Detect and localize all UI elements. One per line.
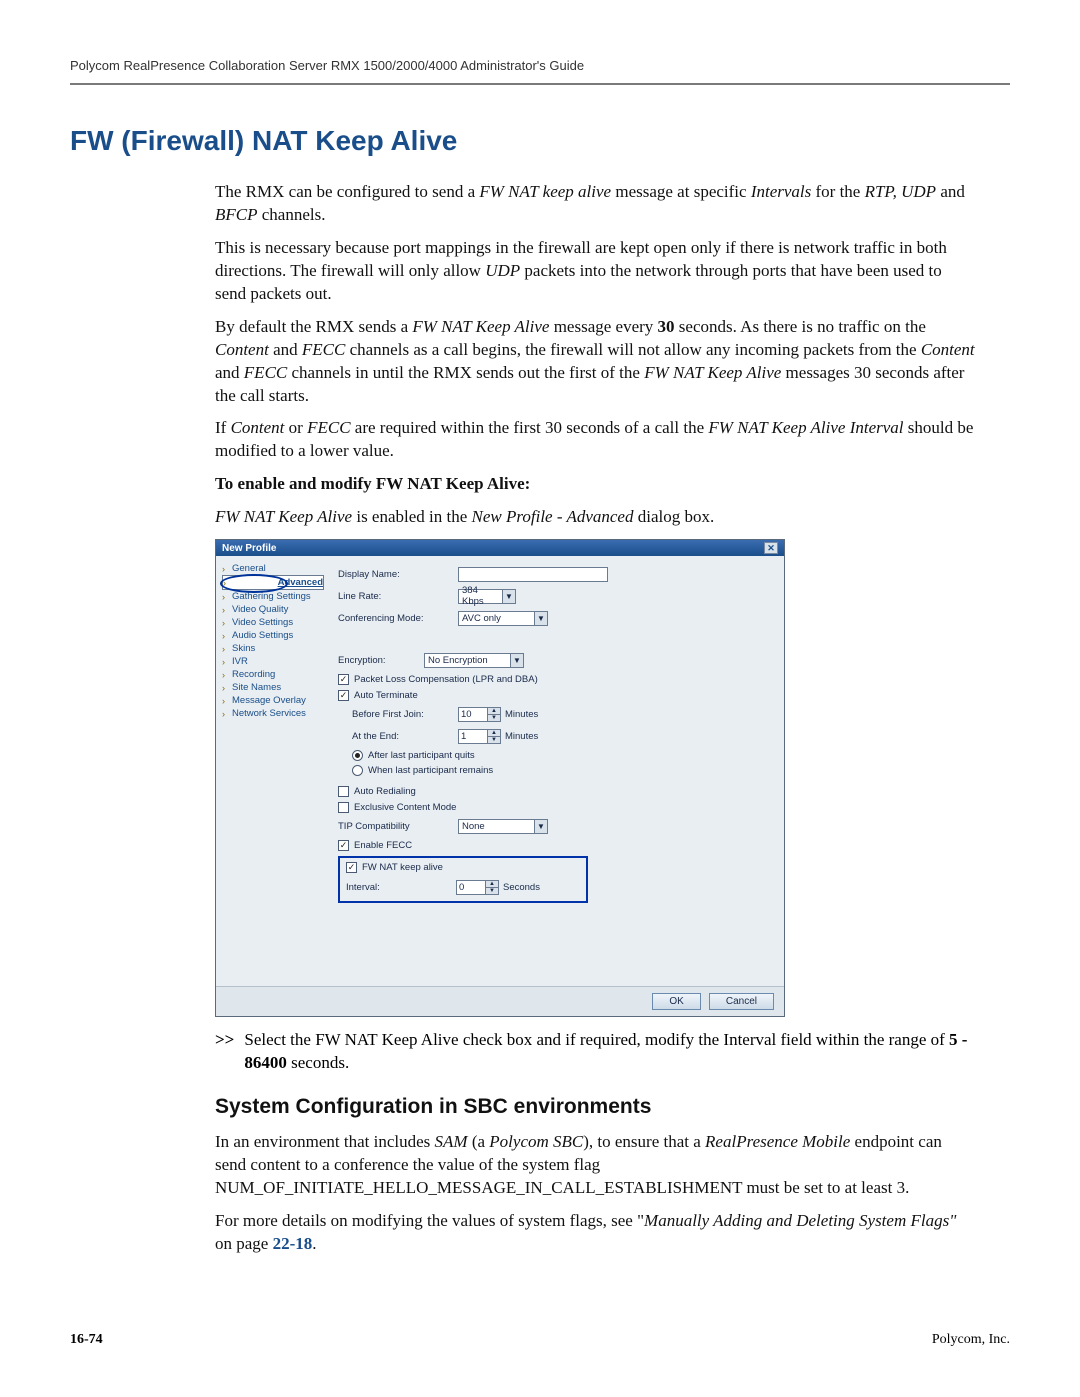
footer-company: Polycom, Inc. bbox=[932, 1332, 1010, 1348]
checkbox-fw-nat[interactable]: ✓FW NAT keep alive bbox=[346, 862, 580, 873]
display-name-input[interactable] bbox=[458, 567, 608, 582]
before-first-spinner[interactable]: 10▲▼ bbox=[458, 707, 501, 722]
checkbox-auto-redial[interactable]: Auto Redialing bbox=[338, 786, 772, 797]
checkbox-exclusive-content[interactable]: Exclusive Content Mode bbox=[338, 802, 772, 813]
dialog-titlebar: New Profile ✕ bbox=[216, 540, 784, 556]
sidebar-item-video-quality[interactable]: ›Video Quality bbox=[222, 603, 324, 616]
sidebar-item-network-services[interactable]: ›Network Services bbox=[222, 707, 324, 720]
sidebar-item-advanced[interactable]: ›Advanced bbox=[222, 575, 324, 590]
conf-mode-select[interactable]: AVC only▼ bbox=[458, 611, 548, 626]
doc-header: Polycom RealPresence Collaboration Serve… bbox=[70, 58, 1010, 73]
sidebar-item-skins[interactable]: ›Skins bbox=[222, 642, 324, 655]
sidebar-item-gathering[interactable]: ›Gathering Settings bbox=[222, 590, 324, 603]
dialog-title: New Profile bbox=[222, 543, 276, 554]
dialog-form: Display Name: Line Rate: 384 Kbps▼ Confe… bbox=[324, 556, 784, 986]
fw-nat-highlight: ✓FW NAT keep alive Interval: 0▲▼ Seconds bbox=[338, 856, 588, 903]
radio-when-last-remains[interactable]: When last participant remains bbox=[338, 765, 772, 776]
checkbox-auto-terminate[interactable]: ✓Auto Terminate bbox=[338, 690, 772, 701]
encryption-select[interactable]: No Encryption▼ bbox=[424, 653, 524, 668]
label-tip: TIP Compatibility bbox=[338, 821, 458, 832]
label-display-name: Display Name: bbox=[338, 569, 458, 580]
at-end-spinner[interactable]: 1▲▼ bbox=[458, 729, 501, 744]
page-reference-link[interactable]: 22-18 bbox=[273, 1234, 313, 1253]
tip-select[interactable]: None▼ bbox=[458, 819, 548, 834]
checkbox-plc[interactable]: ✓Packet Loss Compensation (LPR and DBA) bbox=[338, 674, 772, 685]
line-rate-select[interactable]: 384 Kbps▼ bbox=[458, 589, 516, 604]
page-number: 16-74 bbox=[70, 1332, 103, 1348]
unit-seconds: Seconds bbox=[503, 882, 540, 893]
checkbox-enable-fecc[interactable]: ✓Enable FECC bbox=[338, 840, 772, 851]
unit-minutes-1: Minutes bbox=[505, 709, 538, 720]
paragraph-7: For more details on modifying the values… bbox=[215, 1210, 975, 1256]
sidebar-item-audio-settings[interactable]: ›Audio Settings bbox=[222, 629, 324, 642]
new-profile-dialog: New Profile ✕ ›General ›Advanced ›Gather… bbox=[215, 539, 785, 1017]
unit-minutes-2: Minutes bbox=[505, 731, 538, 742]
interval-spinner[interactable]: 0▲▼ bbox=[456, 880, 499, 895]
page-footer: 16-74 Polycom, Inc. bbox=[70, 1332, 1010, 1348]
sidebar-item-video-settings[interactable]: ›Video Settings bbox=[222, 616, 324, 629]
page-title: FW (Firewall) NAT Keep Alive bbox=[70, 125, 1010, 157]
sidebar-item-ivr[interactable]: ›IVR bbox=[222, 655, 324, 668]
label-conf-mode: Conferencing Mode: bbox=[338, 613, 458, 624]
dialog-sidebar: ›General ›Advanced ›Gathering Settings ›… bbox=[216, 556, 324, 986]
subsection-title: System Configuration in SBC environments bbox=[215, 1095, 975, 1119]
label-at-end: At the End: bbox=[338, 731, 458, 742]
close-icon[interactable]: ✕ bbox=[764, 542, 778, 554]
procedure-heading: To enable and modify FW NAT Keep Alive: bbox=[215, 473, 975, 496]
sidebar-item-recording[interactable]: ›Recording bbox=[222, 668, 324, 681]
label-interval: Interval: bbox=[346, 882, 456, 893]
ok-button[interactable]: OK bbox=[652, 993, 700, 1010]
paragraph-3: By default the RMX sends a FW NAT Keep A… bbox=[215, 316, 975, 408]
radio-after-last-quits[interactable]: After last participant quits bbox=[338, 750, 772, 761]
paragraph-4: If Content or FECC are required within t… bbox=[215, 417, 975, 463]
paragraph-6: In an environment that includes SAM (a P… bbox=[215, 1131, 975, 1200]
paragraph-5: FW NAT Keep Alive is enabled in the New … bbox=[215, 506, 975, 529]
step-arrow-icon: >> bbox=[215, 1029, 234, 1075]
step-instruction: >> Select the FW NAT Keep Alive check bo… bbox=[215, 1029, 975, 1075]
label-line-rate: Line Rate: bbox=[338, 591, 458, 602]
cancel-button[interactable]: Cancel bbox=[709, 993, 774, 1010]
sidebar-item-site-names[interactable]: ›Site Names bbox=[222, 681, 324, 694]
label-before-first: Before First Join: bbox=[338, 709, 458, 720]
paragraph-2: This is necessary because port mappings … bbox=[215, 237, 975, 306]
header-rule bbox=[70, 83, 1010, 85]
label-encryption: Encryption: bbox=[338, 655, 424, 666]
dialog-button-row: OK Cancel bbox=[216, 986, 784, 1016]
sidebar-item-general[interactable]: ›General bbox=[222, 562, 324, 575]
paragraph-1: The RMX can be configured to send a FW N… bbox=[215, 181, 975, 227]
sidebar-item-message-overlay[interactable]: ›Message Overlay bbox=[222, 694, 324, 707]
